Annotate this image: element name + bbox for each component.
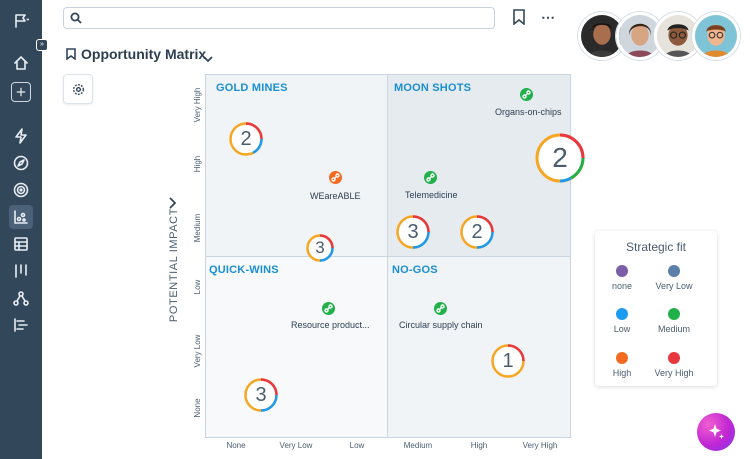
x-tick: High (470, 441, 488, 450)
opportunity-label[interactable]: Resource product... (291, 320, 370, 330)
legend-dot (616, 265, 628, 277)
legend-dot (668, 265, 680, 277)
legend-title: Strategic fit (625, 240, 687, 254)
cluster-bubble[interactable]: 2 (535, 133, 585, 183)
strategic-fit-legend: Strategic fit none Very Low Low Medium H… (595, 231, 717, 386)
ai-assistant-button[interactable] (697, 413, 735, 451)
avatar[interactable] (578, 12, 626, 60)
legend-dot (616, 308, 628, 320)
lightning-icon[interactable] (9, 124, 33, 148)
x-tick: Medium (403, 441, 433, 450)
legend-label: High (612, 368, 632, 378)
cluster-bubble[interactable]: 2 (229, 122, 263, 156)
more-icon[interactable]: ⋯ (541, 9, 555, 25)
quadrant-gold-mines (205, 74, 388, 257)
gear-icon (72, 83, 84, 95)
quadrant-label-no-gos: NO-GOS (392, 264, 438, 276)
legend-label: none (611, 281, 633, 291)
y-tick: Medium (193, 213, 202, 243)
quadrant-quick-wins (205, 256, 388, 438)
collapse-sidebar-button[interactable]: » (36, 39, 48, 51)
settings-button[interactable] (63, 74, 93, 104)
flag-icon[interactable] (9, 9, 33, 33)
opportunity-icon[interactable] (329, 171, 342, 184)
opportunity-icon[interactable] (520, 88, 533, 101)
opportunity-label[interactable]: Telemedicine (405, 190, 458, 200)
legend-dot (668, 352, 680, 364)
opportunity-icon[interactable] (322, 302, 335, 315)
matrix-chart-icon[interactable] (9, 205, 33, 229)
quadrant-label-quick-wins: QUICK-WINS (209, 264, 279, 276)
cluster-count: 3 (255, 383, 267, 406)
opportunity-icon[interactable] (424, 171, 437, 184)
kanban-icon[interactable] (9, 259, 33, 283)
cluster-count: 1 (502, 349, 514, 372)
x-tick: Very Low (279, 441, 313, 450)
quadrant-label-gold-mines: GOLD MINES (216, 82, 288, 94)
search-input[interactable] (63, 7, 495, 29)
bookmark-icon (66, 48, 76, 60)
y-tick: None (193, 398, 202, 418)
chevron-down-icon[interactable] (203, 50, 213, 63)
legend-label: Low (613, 324, 631, 334)
y-tick: Low (193, 279, 202, 295)
search-icon (70, 12, 82, 24)
chevron-right-icon[interactable] (168, 196, 178, 209)
sparkle-icon (709, 424, 724, 439)
y-tick: High (193, 155, 202, 173)
cluster-count: 2 (471, 220, 483, 243)
cluster-bubble[interactable]: 1 (491, 344, 525, 378)
legend-label: Very High (654, 368, 694, 378)
x-tick: None (226, 441, 246, 450)
opportunity-icon[interactable] (434, 302, 447, 315)
y-tick: Very Low (193, 334, 202, 368)
page-title: Opportunity Matrix (66, 46, 206, 62)
y-tick: Very High (193, 87, 202, 123)
opportunity-label[interactable]: Circular supply chain (399, 320, 483, 330)
y-axis-title: POTENTIAL IMPACT (168, 207, 180, 323)
target-icon[interactable] (9, 178, 33, 202)
home-icon[interactable] (9, 51, 33, 75)
cluster-count: 3 (407, 220, 419, 243)
cluster-count: 2 (240, 127, 252, 150)
avatar[interactable] (692, 12, 740, 60)
gantt-icon[interactable] (9, 313, 33, 337)
hierarchy-icon[interactable] (9, 286, 33, 310)
page-title-text: Opportunity Matrix (81, 46, 207, 62)
compass-icon[interactable] (9, 151, 33, 175)
cluster-bubble[interactable]: 3 (306, 234, 334, 262)
legend-label: Medium (657, 324, 690, 334)
legend-label: Very Low (655, 281, 693, 291)
quadrant-no-gos (387, 256, 571, 438)
legend-dot (616, 352, 628, 364)
opportunity-label[interactable]: Organs-on-chips (495, 107, 562, 117)
cluster-count: 3 (315, 238, 325, 257)
legend-dot (668, 308, 680, 320)
sidebar (0, 0, 42, 459)
cluster-bubble[interactable]: 2 (460, 215, 494, 249)
x-tick: Very High (522, 441, 558, 450)
add-button[interactable] (11, 82, 31, 102)
cluster-bubble[interactable]: 3 (244, 378, 278, 412)
opportunity-label[interactable]: WEareABLE (310, 191, 361, 201)
x-tick: Low (349, 441, 365, 450)
quadrant-label-moon-shots: MOON SHOTS (394, 82, 472, 94)
cluster-bubble[interactable]: 3 (396, 215, 430, 249)
table-icon[interactable] (9, 232, 33, 256)
bookmark-icon[interactable] (511, 9, 527, 26)
cluster-count: 2 (552, 142, 568, 173)
